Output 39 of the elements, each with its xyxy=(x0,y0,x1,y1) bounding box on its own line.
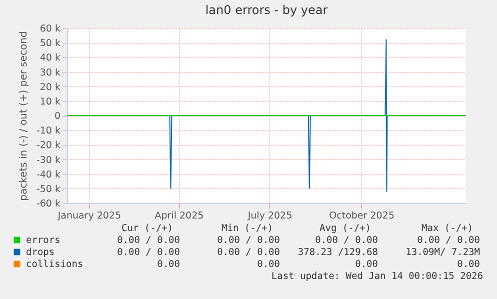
y-tick-label: -50 k xyxy=(36,184,61,195)
y-axis-title: packets in (-) / out (+) per second xyxy=(18,31,30,201)
x-tick-label: July 2025 xyxy=(246,210,292,222)
text: Min (-/+) xyxy=(222,223,273,234)
y-tick-label: -40 k xyxy=(36,169,61,180)
y-tick-label: 20 k xyxy=(40,82,61,93)
y-tick-label: 40 k xyxy=(40,52,61,64)
text: 0.00 xyxy=(257,259,280,270)
legend-label: errors xyxy=(26,235,60,246)
y-tick-label: 50 k xyxy=(40,38,61,50)
y-tick-label: -30 k xyxy=(36,154,61,166)
y-tick-label: 10 k xyxy=(40,96,61,108)
text: 0.00 / 0.00 xyxy=(315,235,378,246)
text: 13.09M/ 7.23M xyxy=(406,247,480,258)
y-tick-label: -20 k xyxy=(36,140,61,152)
y-tick-label: -10 k xyxy=(36,126,61,137)
y-tick-label: -60 k xyxy=(36,198,61,210)
text: 0.00 / 0.00 xyxy=(117,235,180,246)
legend-label: drops xyxy=(26,247,55,258)
text: 378.23 /129.68 xyxy=(298,247,378,258)
text: 0.00 xyxy=(157,259,180,270)
text: Max (-/+) xyxy=(422,223,473,234)
x-tick-label: January 2025 xyxy=(56,210,122,222)
text: 0.00 / 0.00 xyxy=(217,247,280,258)
y-tick-label: 0 xyxy=(54,111,60,122)
text: Cur (-/+) xyxy=(122,223,173,234)
legend-label: collisions xyxy=(26,259,84,270)
text: Avg (-/+) xyxy=(320,223,371,234)
text: 0.00 xyxy=(355,259,378,270)
y-tick-label: 30 k xyxy=(40,67,61,78)
y-tick-label: 60 k xyxy=(40,24,61,34)
x-tick-label: October 2025 xyxy=(329,210,394,222)
text: 0.00 / 0.00 xyxy=(417,235,480,246)
text: 0.00 / 0.00 xyxy=(217,235,280,246)
text: 0.00 xyxy=(457,259,480,270)
text: 0.00 / 0.00 xyxy=(117,247,180,258)
x-tick-label: April 2025 xyxy=(154,210,204,222)
text: Last update: Wed Jan 14 00:00:15 2026 xyxy=(271,271,484,282)
chart-title: lan0 errors - by year xyxy=(205,3,328,17)
